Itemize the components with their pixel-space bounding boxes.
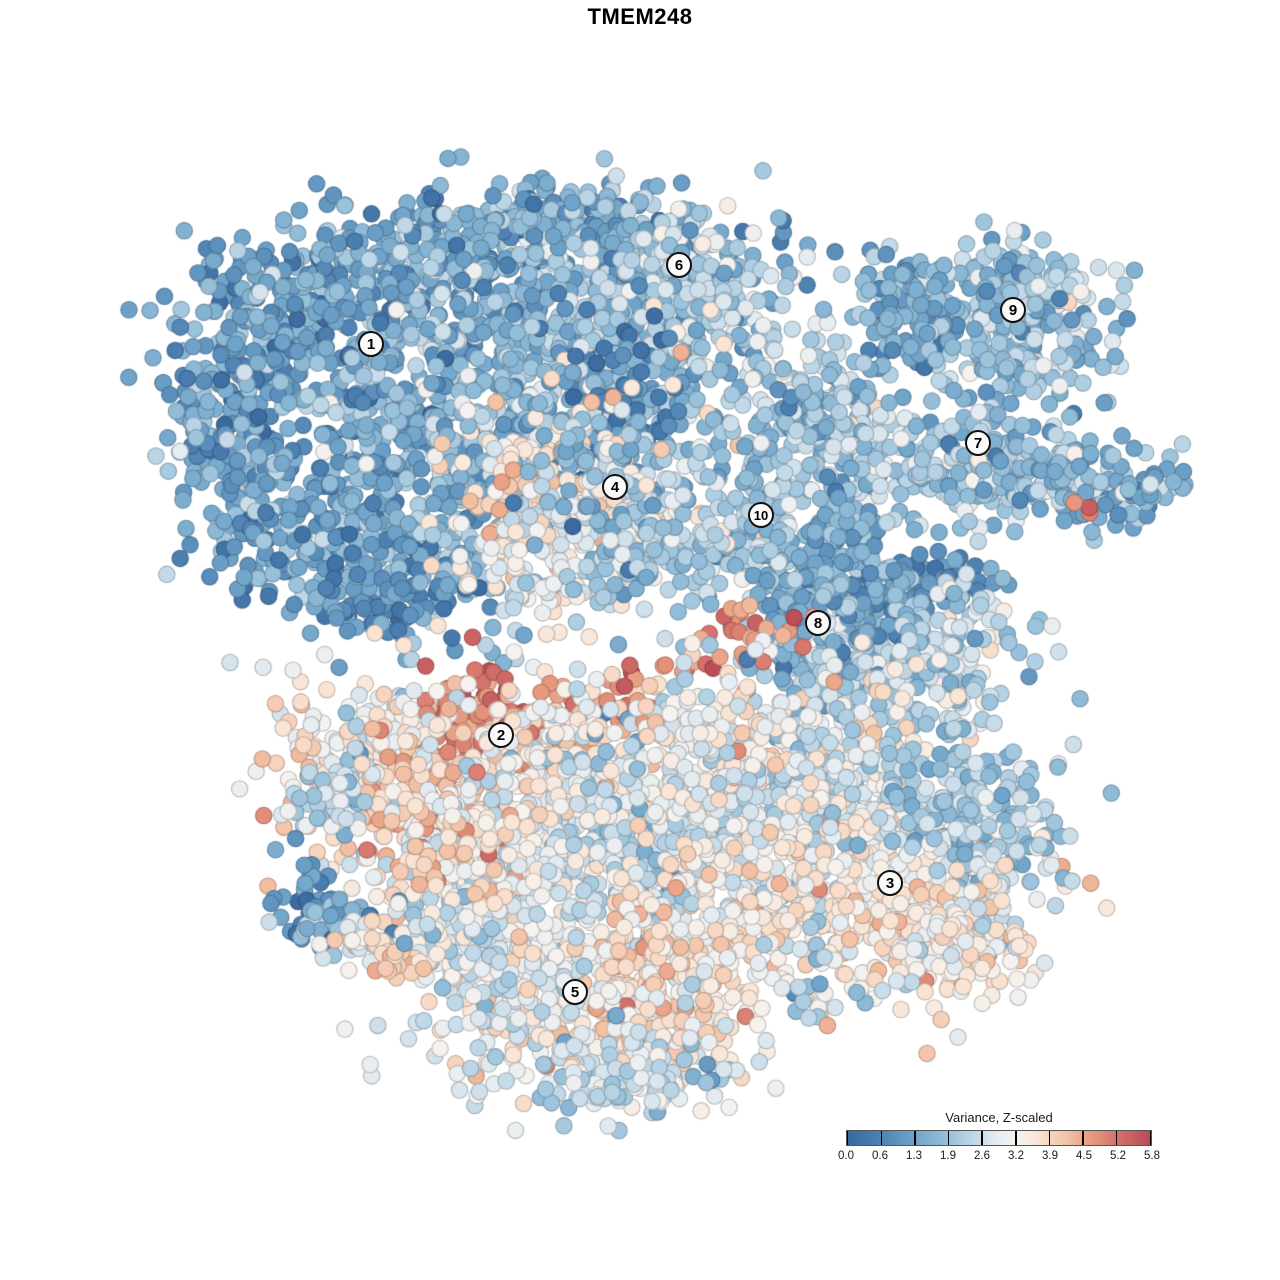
- legend-tick-mark: [914, 1131, 916, 1145]
- legend-tick-mark: [1082, 1131, 1084, 1145]
- legend-tick-label: 5.2: [1110, 1150, 1126, 1162]
- legend-title: Variance, Z-scaled: [945, 1110, 1053, 1125]
- legend-colorbar: [846, 1130, 1152, 1146]
- legend-tick-mark: [981, 1131, 983, 1145]
- legend-tick-mark: [1149, 1131, 1151, 1145]
- cluster-label-4: 4: [602, 474, 628, 500]
- legend-tick-label: 3.9: [1042, 1150, 1058, 1162]
- legend-tick-label: 4.5: [1076, 1150, 1092, 1162]
- cluster-label-5: 5: [562, 979, 588, 1005]
- cluster-label-7: 7: [965, 430, 991, 456]
- cluster-label-1: 1: [358, 331, 384, 357]
- cluster-label-3: 3: [877, 870, 903, 896]
- legend-tick-label: 2.6: [973, 1150, 990, 1162]
- cluster-label-9: 9: [1000, 297, 1026, 323]
- legend-tick-labels: 0.0 0.6 1.3 1.9 2.6 3.2 3.9 4.5 5.2 5.8: [838, 1150, 1160, 1166]
- legend-tick-label: 3.2: [1008, 1150, 1024, 1162]
- legend-tick-mark: [847, 1131, 849, 1145]
- legend-tick-mark: [1015, 1131, 1017, 1145]
- legend-tick-label: 0.0: [838, 1150, 854, 1162]
- legend-tick-mark: [1115, 1131, 1118, 1145]
- cluster-label-6: 6: [666, 252, 692, 278]
- legend-tick-mark: [1048, 1131, 1051, 1145]
- legend-tick-label: 1.3: [905, 1150, 922, 1162]
- legend-tick-label: 1.9: [939, 1150, 956, 1162]
- legend-tick-mark: [880, 1131, 882, 1145]
- colorbar-legend: Variance, Z-scaled 0.0 0.6 1.3 1.9 2.6 3.2 3.9…: [838, 1110, 1160, 1170]
- legend-tick-label: 0.6: [871, 1150, 888, 1162]
- cluster-label-2: 2: [488, 722, 514, 748]
- cluster-label-10: 10: [748, 502, 774, 528]
- legend-tick-mark: [947, 1131, 950, 1145]
- cluster-label-8: 8: [805, 610, 831, 636]
- legend-tick-label: 5.8: [1144, 1150, 1160, 1162]
